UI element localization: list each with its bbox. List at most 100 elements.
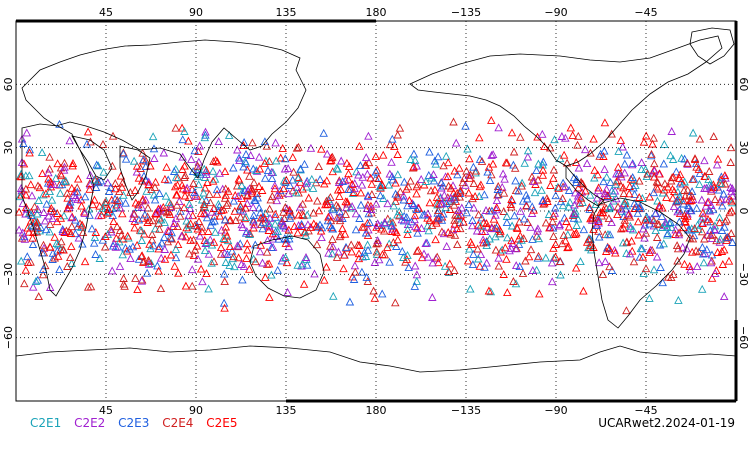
observation-marker (362, 204, 372, 212)
observation-marker (400, 177, 409, 186)
observation-marker (574, 131, 583, 140)
observation-marker (399, 191, 408, 200)
observation-marker (484, 286, 494, 295)
observation-marker (534, 234, 544, 243)
observation-marker (200, 164, 209, 173)
observation-marker (206, 220, 216, 229)
observation-marker (148, 132, 158, 141)
observation-marker (489, 214, 499, 223)
observation-marker (494, 190, 503, 198)
observation-marker (720, 222, 729, 231)
observation-marker (200, 183, 210, 192)
observation-marker (28, 240, 38, 248)
observation-marker (444, 181, 453, 190)
observation-marker (243, 245, 252, 254)
observation-marker (154, 244, 163, 253)
observation-marker (694, 164, 704, 173)
observation-marker (279, 176, 289, 185)
observation-marker (725, 208, 734, 217)
observation-marker (195, 231, 205, 240)
observation-marker (243, 186, 253, 195)
observation-marker (284, 189, 293, 198)
observation-marker (236, 205, 245, 214)
observation-marker (488, 159, 498, 168)
observation-marker (413, 245, 423, 254)
observation-marker (187, 184, 197, 193)
observation-marker (378, 250, 387, 259)
observation-marker (669, 269, 678, 278)
observation-marker (351, 225, 361, 234)
observation-marker (437, 183, 446, 192)
observation-marker (62, 188, 72, 197)
observation-marker (431, 235, 440, 244)
observation-marker (641, 131, 651, 140)
observation-marker (273, 190, 282, 199)
observation-marker (190, 187, 199, 196)
observation-marker (42, 199, 51, 208)
observation-marker (537, 185, 546, 194)
observation-marker (155, 224, 164, 233)
lat-tick-label-left: 60 (2, 77, 15, 91)
observation-marker (87, 224, 97, 233)
observation-marker (473, 220, 483, 229)
observation-marker (332, 200, 341, 209)
observation-marker (500, 174, 509, 183)
observation-marker (326, 192, 335, 201)
observation-marker (206, 198, 215, 207)
observation-marker (517, 235, 526, 244)
observation-marker (262, 247, 272, 256)
observation-marker (220, 303, 229, 312)
legend-item-c2e2: C2E2 (74, 416, 106, 430)
observation-marker (514, 186, 523, 195)
observation-marker (393, 170, 403, 179)
observation-marker (329, 291, 338, 300)
observation-marker (247, 184, 257, 193)
observation-marker (210, 216, 219, 225)
lat-tick-label-right: −30 (737, 263, 750, 286)
observation-marker (59, 165, 69, 174)
observation-marker (662, 222, 672, 231)
observation-marker (111, 202, 121, 211)
observation-marker (605, 203, 614, 212)
observation-marker (383, 214, 393, 223)
observation-marker (585, 190, 595, 199)
observation-marker (563, 230, 573, 239)
observation-marker (728, 184, 737, 193)
observation-marker (197, 227, 207, 236)
observation-marker (605, 262, 614, 271)
observation-marker (261, 272, 270, 281)
observation-marker (245, 171, 254, 180)
observation-marker (468, 194, 477, 203)
observation-marker (384, 180, 394, 189)
observation-marker (710, 225, 720, 234)
observation-marker (610, 245, 619, 254)
observation-marker (511, 176, 520, 185)
observation-marker (728, 238, 737, 246)
observation-marker (534, 159, 543, 168)
observation-marker (220, 277, 229, 286)
observation-marker (654, 220, 664, 229)
observation-marker (126, 254, 135, 263)
observation-marker (328, 249, 337, 258)
observation-marker (425, 198, 435, 207)
observation-marker (210, 211, 219, 220)
observation-marker (393, 235, 403, 244)
observation-marker (593, 215, 603, 224)
observation-marker (573, 140, 582, 149)
observation-marker (258, 224, 267, 233)
observation-marker (576, 257, 585, 266)
observation-marker (366, 173, 375, 182)
observation-marker (212, 185, 222, 194)
observation-marker (211, 227, 220, 236)
observation-marker (143, 203, 153, 212)
observation-marker (541, 218, 551, 227)
observation-marker (131, 273, 140, 282)
observation-marker (33, 181, 43, 190)
observation-marker (137, 226, 146, 235)
observation-marker (464, 200, 474, 209)
observation-marker (714, 185, 724, 194)
observation-marker (406, 176, 415, 185)
observation-marker (646, 245, 655, 254)
observation-marker (262, 141, 272, 150)
observation-marker (117, 230, 126, 239)
